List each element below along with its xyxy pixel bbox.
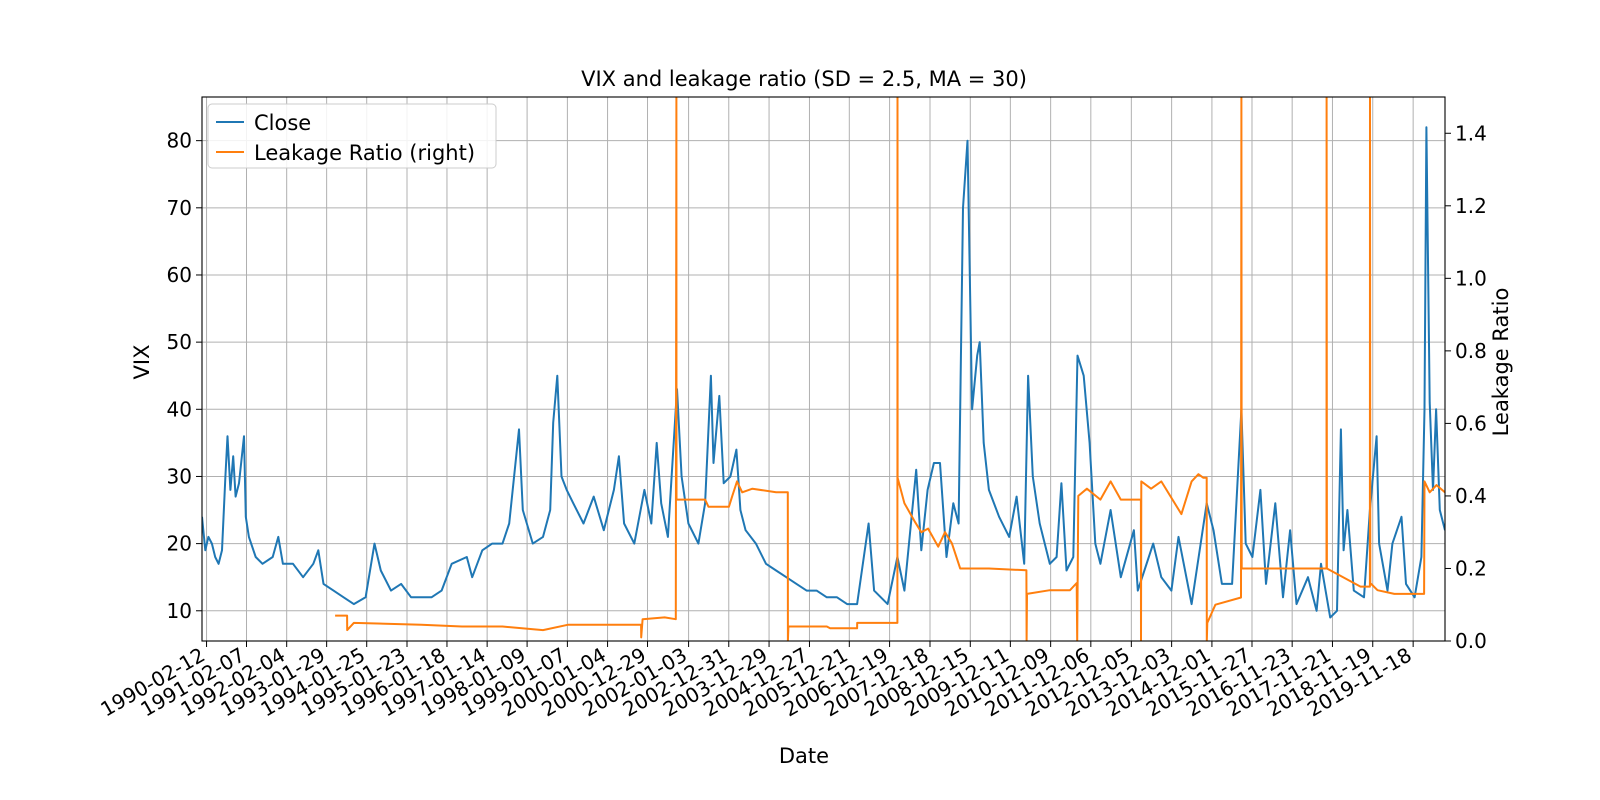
y-tick-label-left: 80 [167,129,192,153]
legend-label-close: Close [254,111,311,135]
legend: Close Leakage Ratio (right) [207,103,497,169]
x-axis-label: Date [779,744,829,768]
y-tick-label-right: 1.4 [1455,121,1487,145]
y-tick-label-right: 1.2 [1455,194,1487,218]
legend-box [207,103,497,169]
legend-label-leakage-ratio: Leakage Ratio (right) [254,141,475,165]
grid [202,97,1445,641]
y-tick-label-right: 1.0 [1455,266,1487,290]
y-axis-label-left: VIX [130,345,154,380]
y-tick-label-left: 40 [167,397,192,421]
y-tick-label-left: 10 [167,599,192,623]
y-tick-label-left: 60 [167,263,192,287]
y-tick-label-left: 20 [167,532,192,556]
axes: 1990-02-121991-02-071992-02-041993-01-29… [96,96,1487,721]
plot-frame [201,96,1446,642]
series-line-leakage-ratio [335,97,1445,641]
y-tick-label-right: 0.2 [1455,556,1487,580]
chart-title: VIX and leakage ratio (SD = 2.5, MA = 30… [581,67,1027,91]
y-tick-label-left: 70 [167,196,192,220]
y-tick-label-right: 0.0 [1455,629,1487,653]
y-tick-label-right: 0.8 [1455,339,1487,363]
series-line-close [202,126,1445,619]
y-axis-label-right: Leakage Ratio [1489,288,1513,437]
series-layer [202,97,1445,641]
y-tick-label-right: 0.6 [1455,411,1487,435]
y-tick-label-left: 30 [167,464,192,488]
y-tick-label-left: 50 [167,330,192,354]
y-tick-label-right: 0.4 [1455,484,1487,508]
